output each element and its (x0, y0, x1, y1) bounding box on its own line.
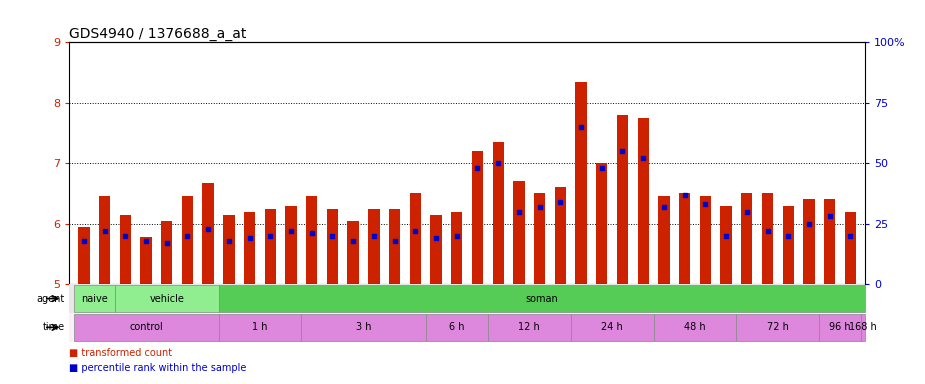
Bar (388, 209, 401, 284)
Text: agent: agent (36, 293, 65, 304)
Text: 6 h: 6 h (449, 322, 464, 333)
Bar (659, 197, 670, 284)
Bar (741, 194, 753, 284)
Bar (306, 197, 317, 284)
Bar (203, 182, 214, 284)
Text: vehicle: vehicle (149, 293, 184, 304)
Bar (368, 209, 379, 284)
Text: 72 h: 72 h (767, 322, 789, 333)
Bar (736, 313, 820, 341)
Bar (161, 221, 172, 284)
Bar (218, 285, 865, 313)
Bar (73, 285, 115, 313)
Bar (596, 163, 608, 284)
Bar (430, 215, 442, 284)
Bar (119, 215, 131, 284)
Bar (218, 313, 302, 341)
Bar (244, 212, 255, 284)
Bar (426, 313, 487, 341)
Bar (223, 215, 235, 284)
Bar (451, 212, 462, 284)
Bar (79, 227, 90, 284)
Bar (617, 115, 628, 284)
Bar (783, 205, 794, 284)
Text: 12 h: 12 h (518, 322, 540, 333)
Bar (302, 313, 426, 341)
Bar (513, 181, 524, 284)
Text: 48 h: 48 h (684, 322, 706, 333)
Bar (679, 194, 690, 284)
Bar (721, 205, 732, 284)
Text: naive: naive (80, 293, 107, 304)
Text: 3 h: 3 h (356, 322, 371, 333)
Text: soman: soman (525, 293, 558, 304)
Text: 96 h: 96 h (829, 322, 851, 333)
Bar (861, 313, 865, 341)
Bar (555, 187, 566, 284)
Bar (699, 197, 711, 284)
Bar (73, 313, 218, 341)
Text: 168 h: 168 h (849, 322, 877, 333)
Bar (571, 313, 654, 341)
Bar (410, 194, 421, 284)
Text: 24 h: 24 h (601, 322, 623, 333)
Bar (803, 200, 815, 284)
Bar (99, 197, 110, 284)
Bar (285, 205, 297, 284)
Bar (824, 200, 835, 284)
Bar (820, 313, 861, 341)
Text: time: time (43, 322, 65, 333)
Text: ■ percentile rank within the sample: ■ percentile rank within the sample (69, 363, 247, 373)
Text: ■ transformed count: ■ transformed count (69, 348, 172, 358)
Bar (654, 313, 736, 341)
Bar (181, 197, 193, 284)
Text: 1 h: 1 h (253, 322, 267, 333)
Text: GDS4940 / 1376688_a_at: GDS4940 / 1376688_a_at (69, 27, 247, 41)
Bar (141, 237, 152, 284)
Bar (492, 142, 504, 284)
Bar (845, 212, 856, 284)
Bar (327, 209, 339, 284)
Bar (348, 221, 359, 284)
Bar (265, 209, 276, 284)
Text: control: control (130, 322, 163, 333)
Bar (637, 118, 649, 284)
Bar (487, 313, 571, 341)
Bar (472, 151, 483, 284)
Bar (115, 285, 218, 313)
Bar (762, 194, 773, 284)
Bar (534, 194, 546, 284)
Bar (575, 81, 586, 284)
